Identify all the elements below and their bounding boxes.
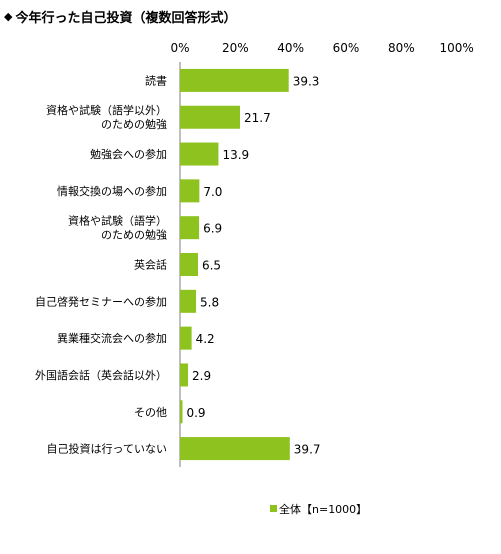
category-label: 異業種交流会への参加 — [57, 331, 167, 345]
data-label: 13.9 — [222, 148, 249, 162]
bar — [180, 105, 241, 129]
category-label: のための勉強 — [101, 117, 167, 131]
chart-title: ◆ 今年行った自己投資 （複数回答形式） — [4, 7, 237, 26]
category-label: 読書 — [145, 73, 167, 87]
legend-label: 全体【n=1000】 — [279, 502, 367, 516]
category-label: のための勉強 — [101, 228, 167, 242]
data-label: 21.7 — [244, 111, 271, 125]
bar — [180, 363, 189, 387]
bar — [180, 68, 289, 92]
x-tick-label: 0% — [170, 41, 189, 55]
data-label: 7.0 — [203, 185, 222, 199]
category-label: 勉強会への参加 — [90, 147, 167, 161]
chart-title-text: 今年行った自己投資 — [15, 11, 133, 26]
bar — [180, 179, 200, 203]
bar — [180, 289, 197, 313]
legend-swatch — [270, 505, 277, 512]
bar — [180, 437, 290, 461]
bar — [180, 326, 192, 350]
category-label: 英会話 — [134, 258, 167, 272]
diamond-icon: ◆ — [4, 10, 13, 23]
bar — [180, 142, 219, 166]
category-label: その他 — [134, 406, 167, 419]
chart-title-note: （複数回答形式） — [132, 11, 237, 26]
x-tick-label: 60% — [333, 41, 360, 55]
x-tick-label: 40% — [277, 41, 304, 55]
x-tick-label: 20% — [222, 41, 249, 55]
data-label: 6.5 — [202, 259, 221, 273]
data-label: 5.8 — [200, 295, 219, 309]
data-label: 39.3 — [293, 74, 320, 88]
bar — [180, 253, 198, 276]
bar — [180, 400, 183, 424]
category-label: 自己投資は行っていない — [47, 442, 167, 456]
category-label: 自己啓発セミナーへの参加 — [35, 294, 167, 308]
category-label: 外国語会話（英会話以外） — [35, 368, 167, 382]
x-tick-label: 100% — [439, 41, 473, 55]
data-label: 4.2 — [196, 332, 215, 346]
category-label: 資格や試験（語学） — [68, 214, 167, 228]
data-label: 0.9 — [186, 406, 205, 420]
data-label: 39.7 — [294, 443, 321, 457]
x-tick-label: 80% — [388, 41, 415, 55]
data-label: 6.9 — [203, 222, 222, 236]
bar — [180, 216, 200, 240]
data-label: 2.9 — [192, 369, 211, 383]
category-label: 情報交換の場への参加 — [57, 184, 167, 198]
category-label: 資格や試験（語学以外） — [46, 103, 167, 117]
